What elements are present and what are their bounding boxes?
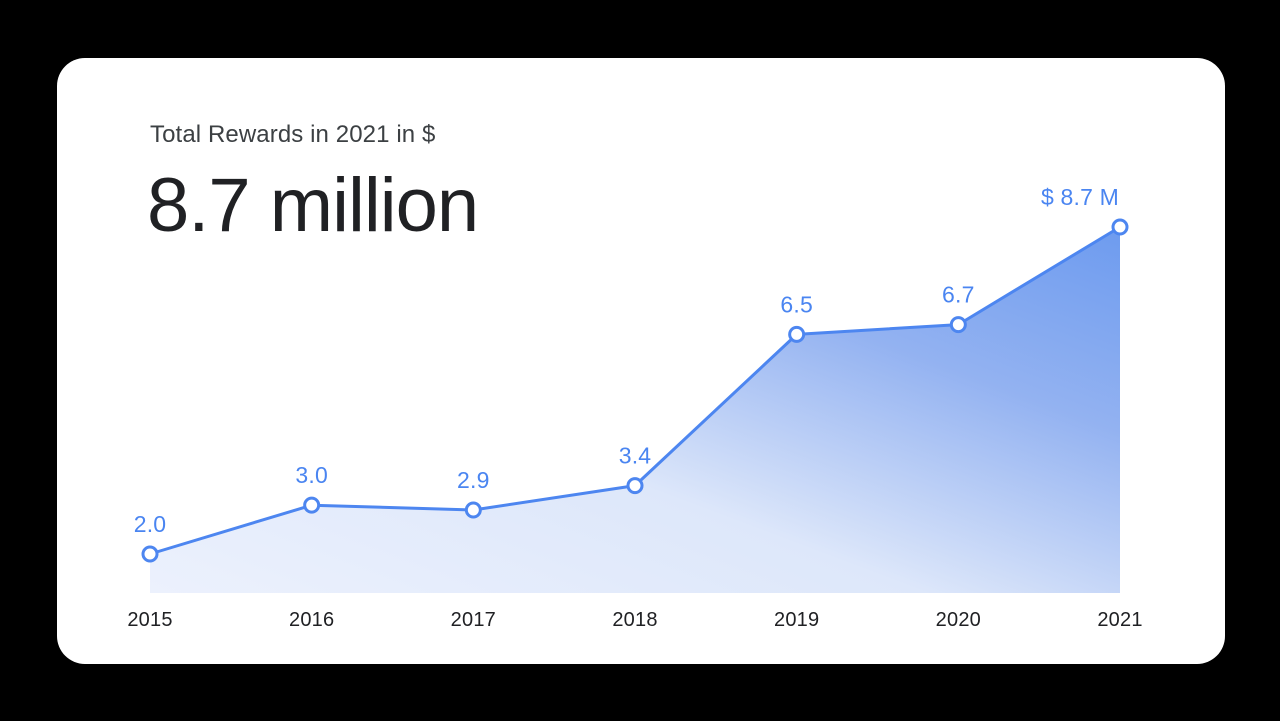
data-point-marker-2020 xyxy=(949,316,967,334)
data-point-label-2021: $ 8.7 M xyxy=(1041,184,1119,210)
data-point-label-2016: 3.0 xyxy=(295,462,328,488)
data-point-label-2020: 6.7 xyxy=(942,282,975,308)
x-axis-label-2016: 2016 xyxy=(289,609,334,631)
data-point-marker-2016 xyxy=(303,496,321,514)
x-axis-label-2019: 2019 xyxy=(774,609,819,631)
rewards-area-chart: 2.0 2015 3.0 2016 2.9 2017 3.4 2018 6.5 2019 6.7 20… xyxy=(127,184,1142,631)
x-axis-label-2020: 2020 xyxy=(936,609,981,631)
x-axis-label-2015: 2015 xyxy=(127,609,172,631)
data-point-marker-2019 xyxy=(788,325,806,343)
data-point-label-2015: 2.0 xyxy=(134,511,167,537)
chart-title: Total Rewards in 2021 in $ xyxy=(150,121,436,148)
data-point-label-2017: 2.9 xyxy=(457,467,490,493)
data-point-marker-2018 xyxy=(626,477,644,495)
data-point-marker-2015 xyxy=(141,545,159,563)
x-axis-label-2018: 2018 xyxy=(612,609,657,631)
data-point-marker-2017 xyxy=(464,501,482,519)
x-axis-label-2017: 2017 xyxy=(451,609,496,631)
chart-card: Total Rewards in 2021 in $ 8.7 million 2… xyxy=(57,58,1225,664)
headline-value: 8.7 million xyxy=(147,163,479,248)
data-point-marker-2021 xyxy=(1111,218,1129,236)
chart-area-fill xyxy=(150,227,1120,593)
x-axis-label-2021: 2021 xyxy=(1097,609,1142,631)
data-point-label-2018: 3.4 xyxy=(619,443,652,469)
data-point-label-2019: 6.5 xyxy=(780,291,813,317)
